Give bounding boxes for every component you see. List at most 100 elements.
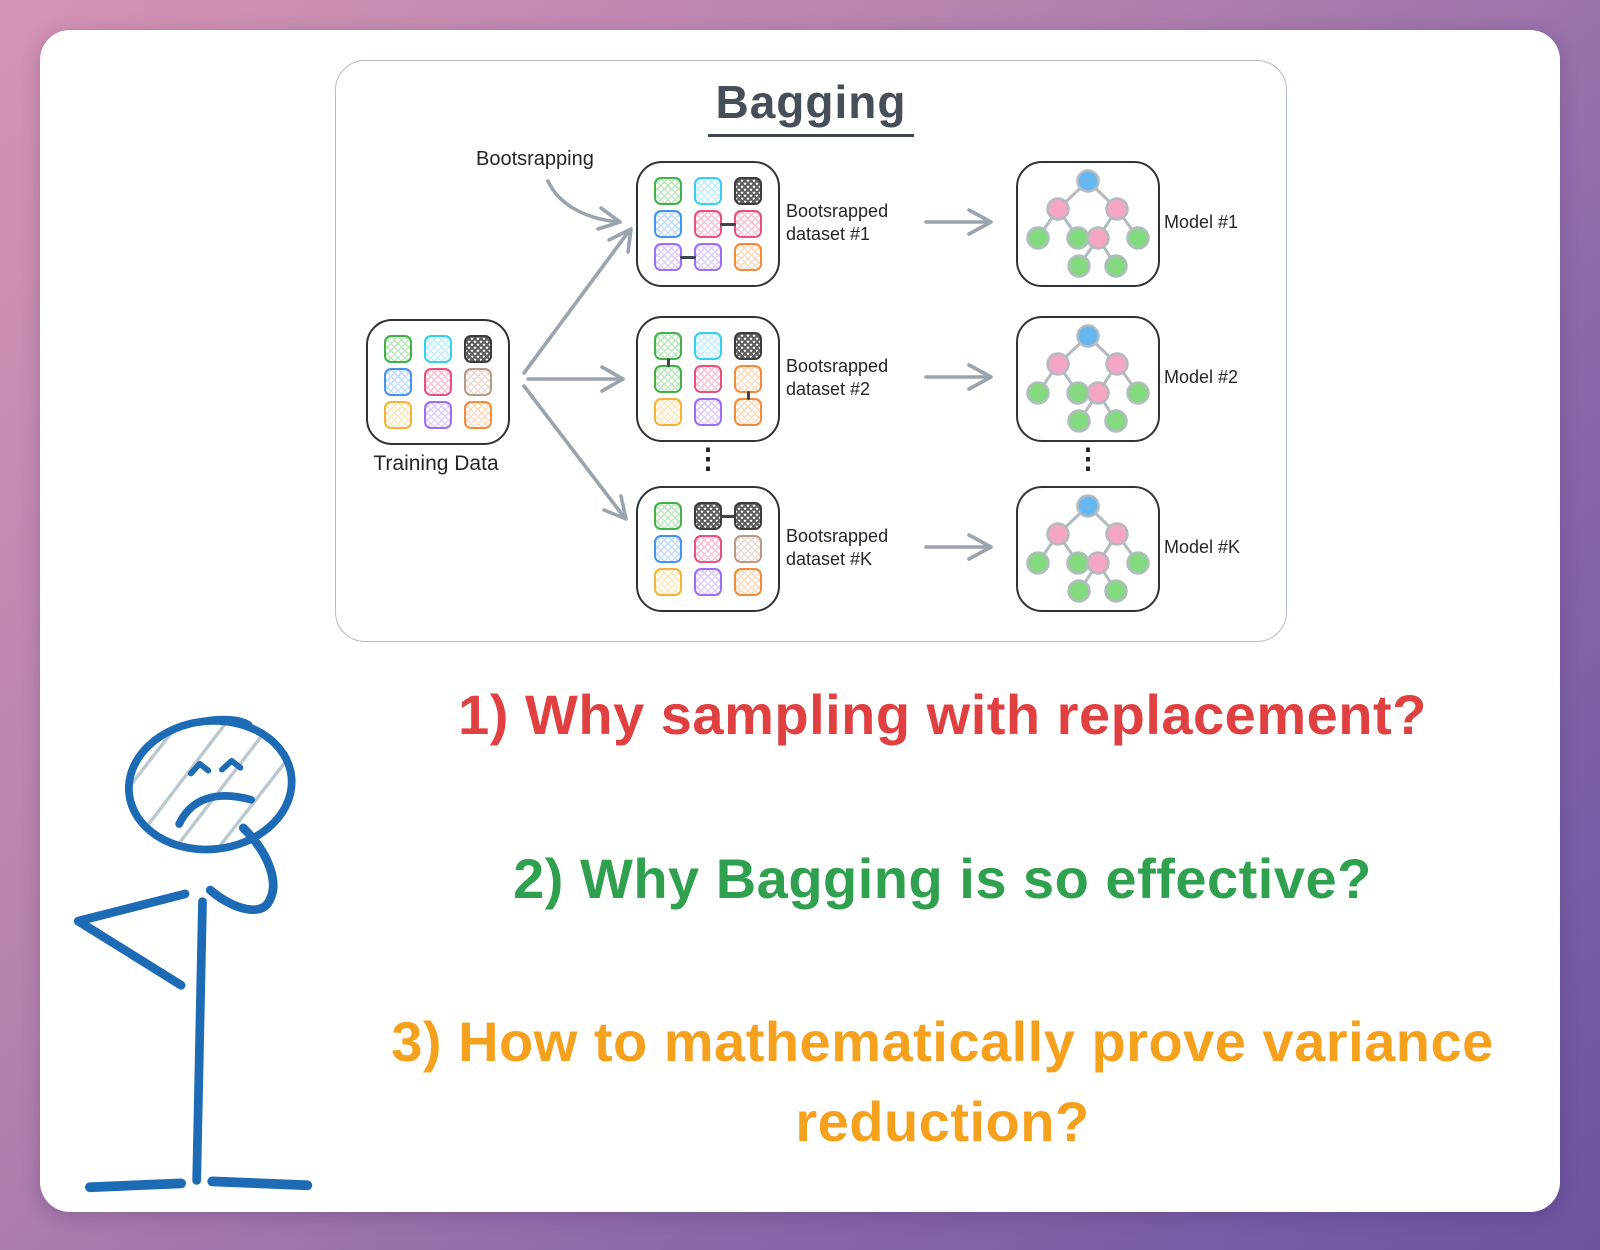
tree-node-green	[1104, 579, 1128, 603]
data-sample-orange	[734, 365, 762, 393]
data-sample-black	[734, 332, 762, 360]
training-data-label: Training Data	[373, 452, 499, 475]
tree-node-pink	[1086, 551, 1110, 575]
tree-node-green	[1067, 579, 1091, 603]
tree-node-pink	[1105, 352, 1129, 376]
bootstrapped-dataset-1-box	[636, 161, 780, 287]
data-sample-blue	[654, 535, 682, 563]
training-data-box	[366, 319, 510, 445]
fanout-arrowhead-mid	[600, 365, 625, 393]
tree-node-pink	[1086, 381, 1110, 405]
data-sample-tan	[464, 368, 492, 396]
questions-list: 1) Why sampling with replacement? 2) Why…	[340, 675, 1545, 1245]
data-sample-blue	[654, 210, 682, 238]
duplicate-link	[746, 391, 750, 400]
data-sample-purple	[424, 401, 452, 429]
left-eyebrow	[187, 760, 212, 777]
data-sample-green	[654, 332, 682, 360]
data-sample-pink	[694, 535, 722, 563]
tree-node-pink	[1105, 197, 1129, 221]
bagging-diagram-panel: Bagging Bootsrapping Training Data	[335, 60, 1287, 642]
bootstrapping-label: Bootsrapping	[476, 148, 594, 170]
tree-node-pink	[1046, 197, 1070, 221]
duplicate-link	[720, 514, 736, 518]
data-sample-orange	[734, 568, 762, 596]
data-sample-green	[654, 177, 682, 205]
data-sample-yellow	[384, 401, 412, 429]
frown-mouth	[175, 792, 255, 828]
data-sample-orange	[734, 398, 762, 426]
duplicate-link	[720, 222, 736, 226]
body-line	[192, 897, 207, 1185]
flow-arrowhead-3	[967, 533, 993, 561]
data-sample-black	[464, 335, 492, 363]
tree-node-green	[1067, 254, 1091, 278]
bootstrapped-dataset-2-box	[636, 316, 780, 442]
data-sample-pink	[694, 365, 722, 393]
main-card: Bagging Bootsrapping Training Data	[40, 30, 1560, 1212]
fanout-arrow-bottom	[522, 384, 626, 519]
tree-node-green	[1067, 409, 1091, 433]
left-foot	[84, 1178, 186, 1193]
question-3: 3) How to mathematically prove variance …	[391, 1010, 1494, 1153]
model-2-label: Model #2	[1164, 367, 1239, 387]
tree-node-blue	[1076, 169, 1100, 193]
tree-node-green	[1126, 551, 1150, 575]
dataset-ellipsis: ⋮	[694, 443, 722, 474]
fanout-arrowhead-top	[607, 227, 633, 254]
data-sample-purple	[654, 243, 682, 271]
duplicate-link	[666, 358, 670, 367]
thinking-person-figure	[73, 712, 313, 1193]
bootstrapped-dataset-2-label: Bootsrapped dataset #2	[786, 356, 889, 399]
data-sample-purple	[694, 568, 722, 596]
data-sample-black	[734, 177, 762, 205]
data-sample-cyan	[424, 335, 452, 363]
tree-node-blue	[1076, 494, 1100, 518]
data-sample-green	[654, 365, 682, 393]
question-2: 2) Why Bagging is so effective?	[513, 846, 1372, 910]
model-2-tree	[1016, 316, 1160, 442]
tree-node-green	[1104, 409, 1128, 433]
tree-node-green	[1026, 226, 1050, 250]
tree-node-green	[1066, 226, 1090, 250]
akimbo-arm	[73, 889, 190, 990]
data-sample-purple	[694, 243, 722, 271]
question-1: 1) Why sampling with replacement?	[458, 683, 1427, 746]
data-sample-pink	[424, 368, 452, 396]
tree-node-green	[1026, 381, 1050, 405]
right-foot	[207, 1176, 313, 1191]
tree-node-pink	[1105, 522, 1129, 546]
data-sample-orange	[464, 401, 492, 429]
tree-node-pink	[1046, 352, 1070, 376]
tree-node-pink	[1046, 522, 1070, 546]
data-sample-cyan	[694, 332, 722, 360]
data-sample-yellow	[654, 398, 682, 426]
data-sample-black	[694, 502, 722, 530]
right-eyebrow	[219, 757, 244, 773]
fanout-arrow-top	[522, 229, 631, 375]
bootstrapped-dataset-1-label: Bootsrapped dataset #1	[786, 201, 889, 244]
bootstrapped-dataset-k-box	[636, 486, 780, 612]
head-outline	[124, 716, 296, 854]
bootstrapping-arrowhead	[596, 206, 622, 231]
model-1-label: Model #1	[1164, 212, 1239, 232]
tree-node-green	[1066, 551, 1090, 575]
flow-arrowhead-2	[967, 363, 993, 391]
hair-stroke	[182, 715, 253, 728]
tree-node-green	[1104, 254, 1128, 278]
data-sample-purple	[694, 398, 722, 426]
bootstrapped-dataset-k-label: Bootsrapped dataset #K	[786, 526, 889, 569]
data-sample-orange	[734, 243, 762, 271]
tree-node-green	[1126, 381, 1150, 405]
duplicate-link	[680, 255, 696, 259]
data-sample-yellow	[654, 568, 682, 596]
data-sample-pink	[734, 210, 762, 238]
data-sample-pink	[694, 210, 722, 238]
data-sample-green	[654, 502, 682, 530]
arrows-layer	[522, 179, 993, 561]
data-sample-tan	[734, 535, 762, 563]
model-k-tree	[1016, 486, 1160, 612]
data-sample-cyan	[694, 177, 722, 205]
tree-node-pink	[1086, 226, 1110, 250]
flow-arrowhead-1	[967, 208, 993, 236]
